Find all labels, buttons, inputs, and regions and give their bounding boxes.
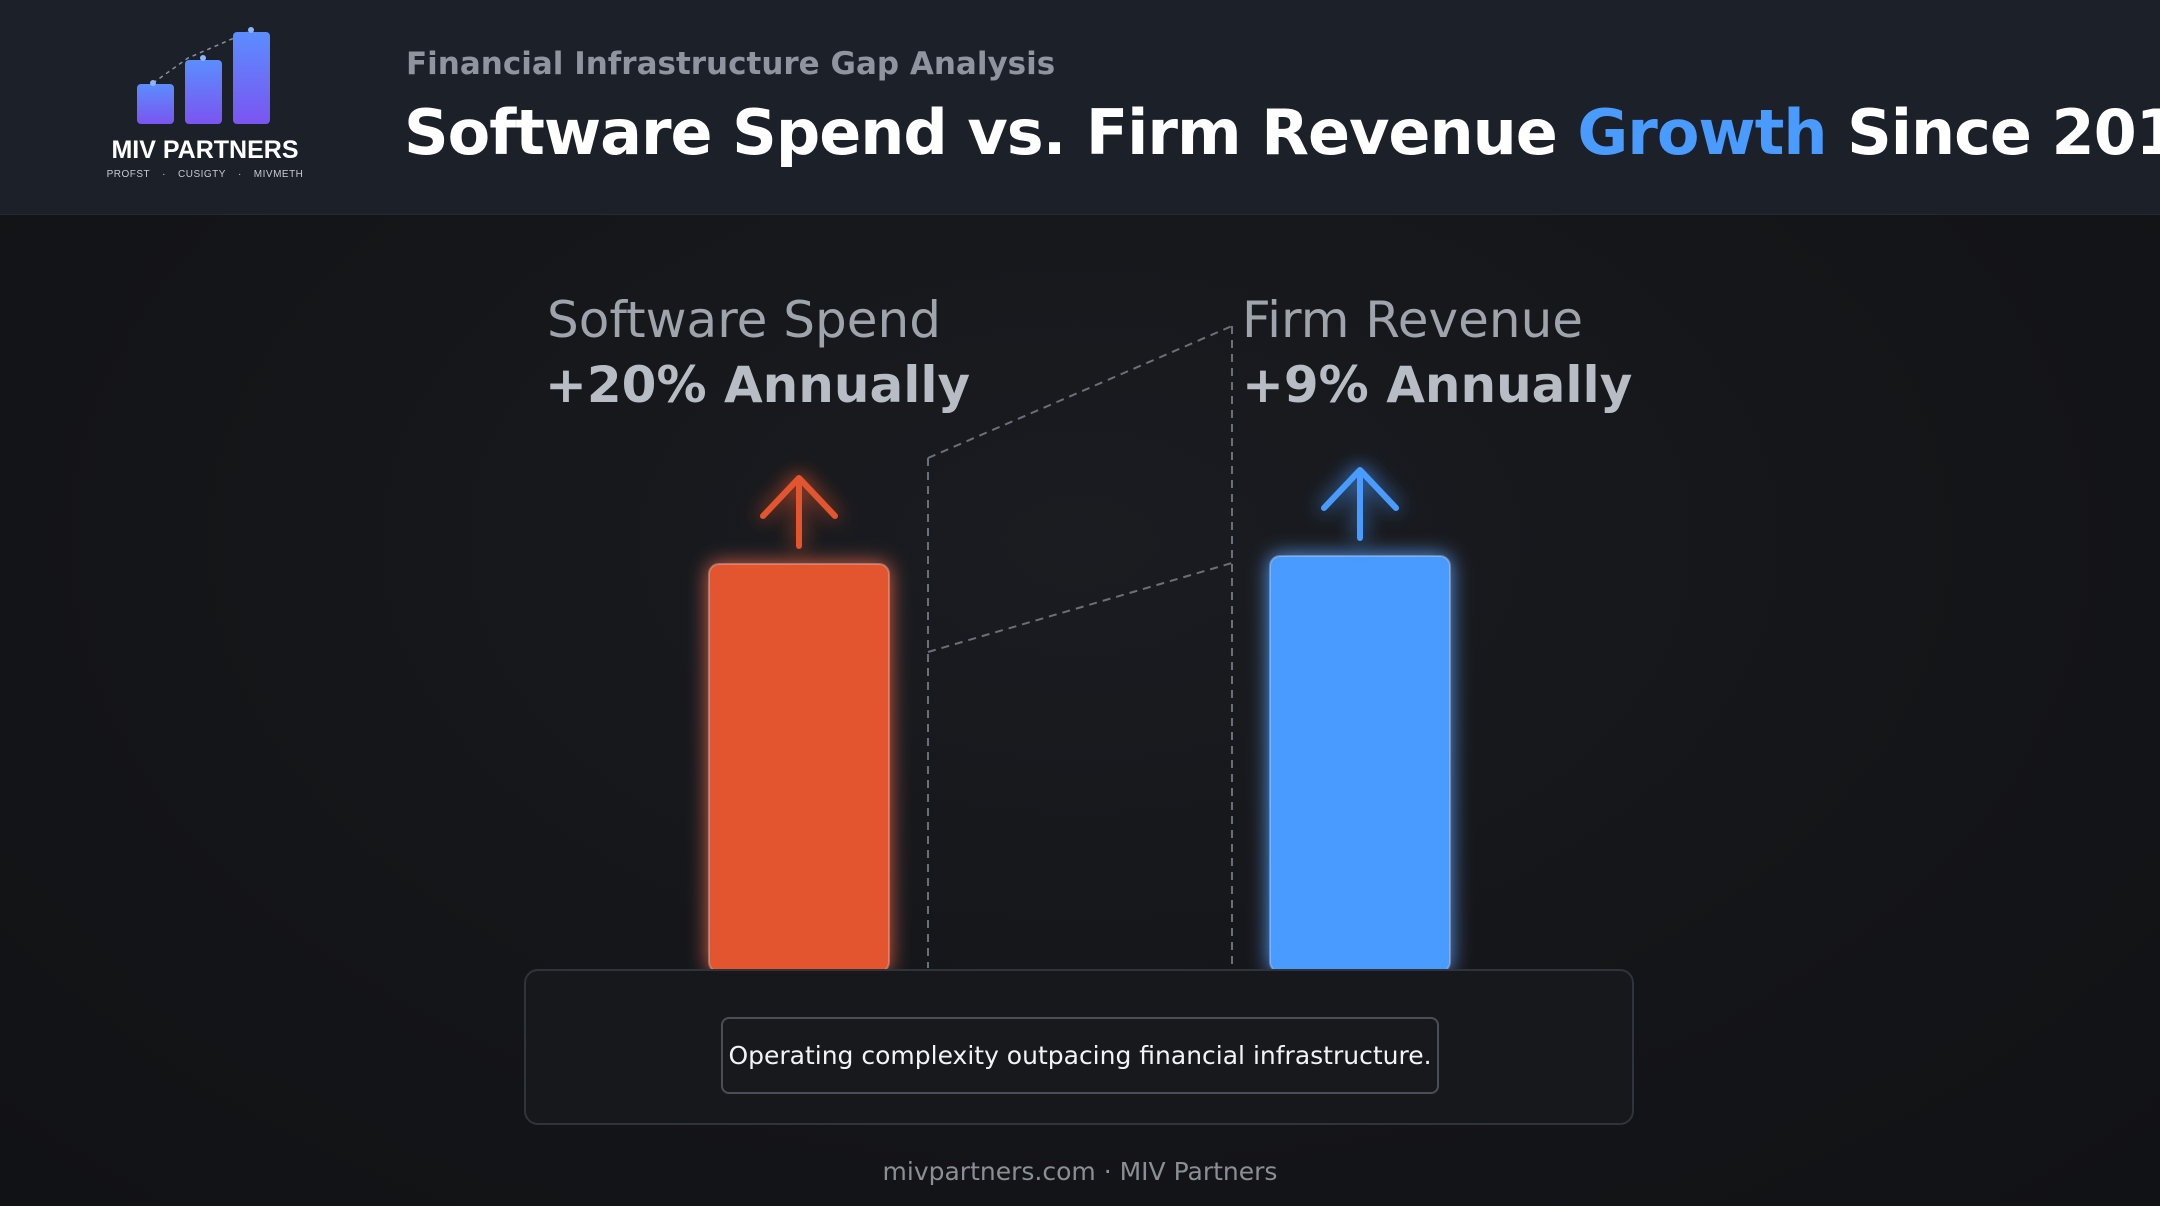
bars-group	[708, 555, 1451, 973]
header-bar: MIV PARTNERS PROFST · CUSIGTY · MIVMETH Fina…	[0, 0, 2160, 215]
tagline-word: MIVMETH	[253, 169, 304, 180]
brand-logo: MIV PARTNERS PROFST · CUSIGTY · MIVMETH	[100, 22, 310, 192]
up-arrow-icon	[1321, 467, 1399, 541]
bar-chart-logo-icon	[137, 27, 270, 124]
tagline-word: CUSIGTY	[178, 169, 226, 180]
connector-lines	[927, 325, 1233, 968]
bar-firm-revenue	[1269, 555, 1451, 973]
brand-name: MIV PARTNERS	[111, 136, 299, 164]
series-label-software-spend: Software Spend	[547, 291, 941, 349]
page-title: Software Spend vs. Firm Revenue Growth S…	[404, 96, 2160, 169]
arrows-group	[760, 467, 1399, 549]
series-rate-firm-revenue: +9% Annually	[1242, 356, 1633, 414]
series-rate-software-spend: +20% Annually	[545, 356, 971, 414]
page-eyebrow: Financial Infrastructure Gap Analysis	[406, 46, 1056, 82]
brand-tagline: PROFST · CUSIGTY · MIVMETH	[106, 169, 304, 180]
bar-software-spend	[708, 563, 890, 973]
connector-line	[927, 325, 1233, 459]
up-arrow-icon	[760, 475, 838, 549]
tagline-word: PROFST	[106, 169, 151, 180]
footer-text: mivpartners.com · MIV Partners	[882, 1157, 1278, 1186]
title-accent: Growth	[1577, 96, 1827, 169]
caption-box: Operating complexity outpacing financial…	[721, 1017, 1439, 1094]
connector-line	[927, 562, 1233, 653]
title-part: Software Spend vs. Firm Revenue	[404, 96, 1578, 169]
series-label-firm-revenue: Firm Revenue	[1242, 291, 1584, 349]
title-part: Since 2013	[1847, 96, 2160, 169]
